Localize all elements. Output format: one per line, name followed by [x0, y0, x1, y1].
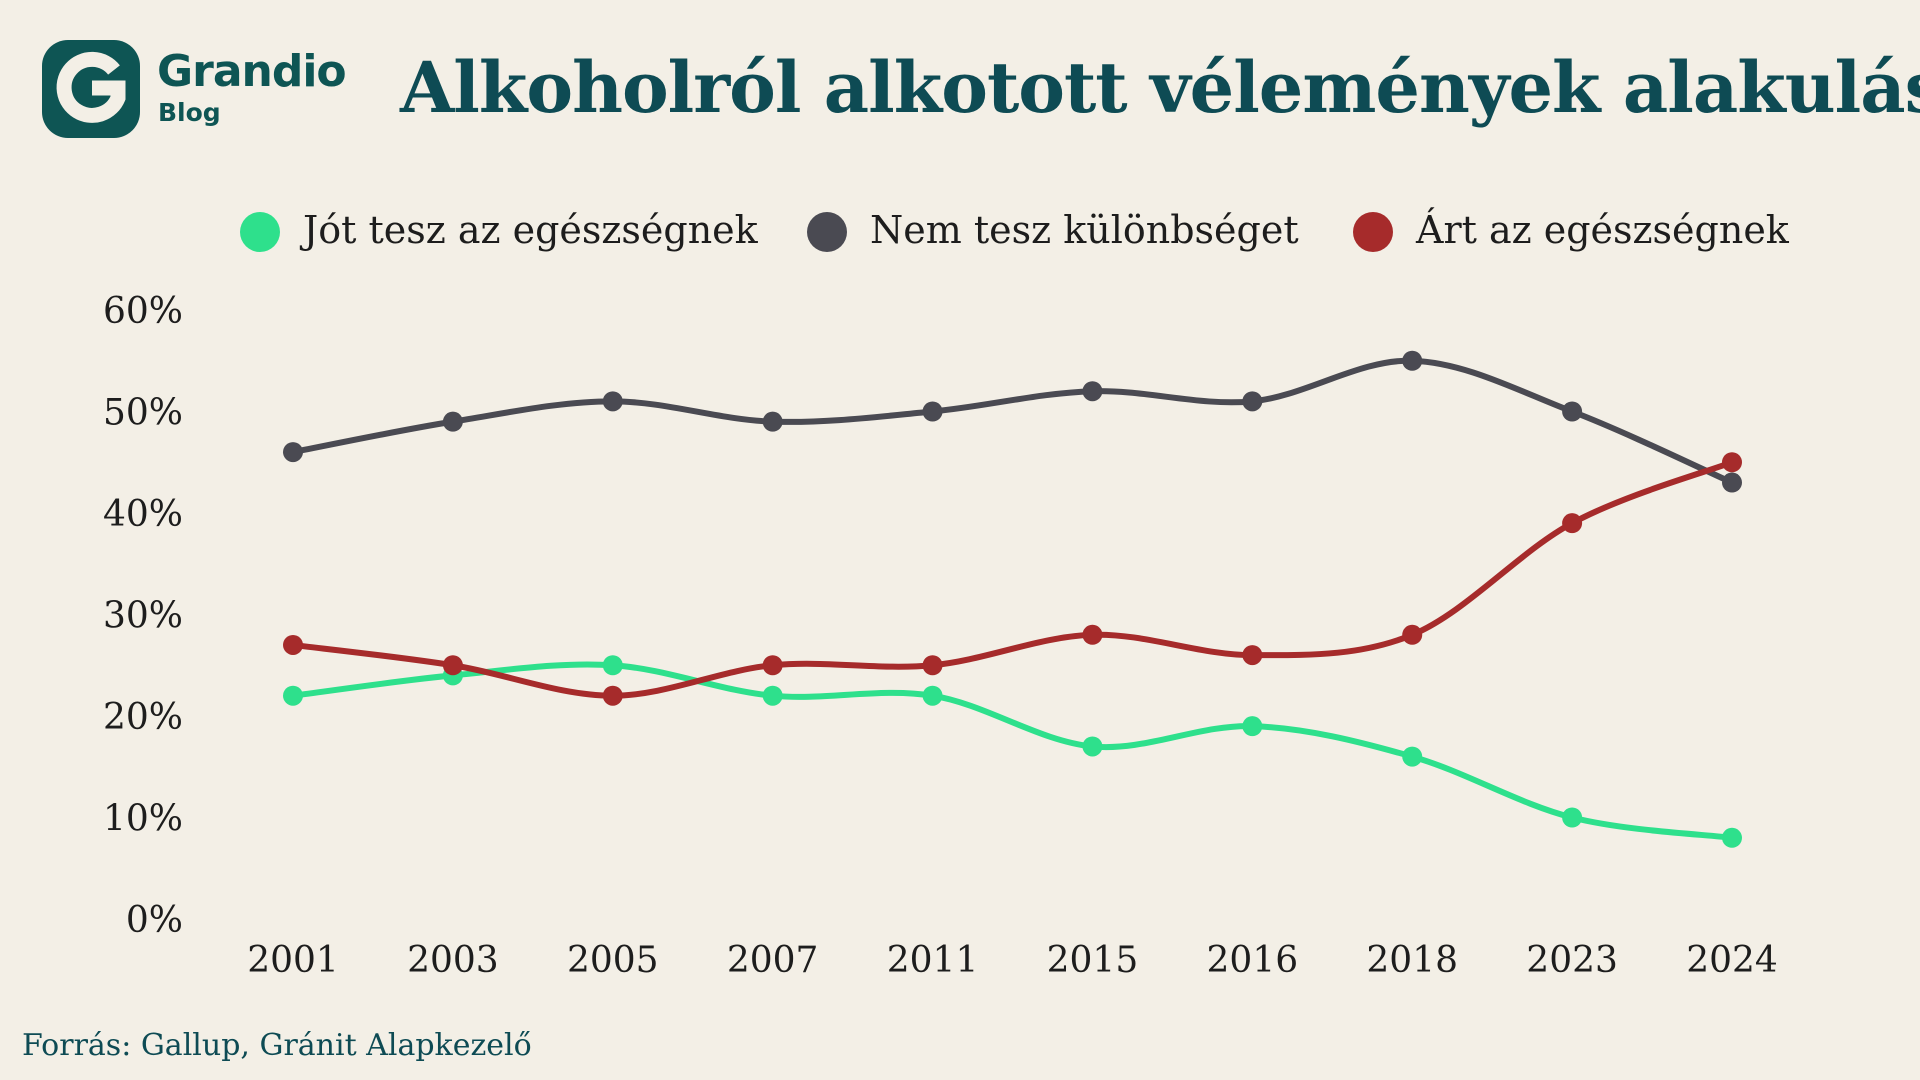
data-point-jot	[1562, 807, 1583, 828]
data-point-jot	[1082, 736, 1103, 757]
data-point-jot	[1402, 746, 1423, 767]
data-point-jot	[283, 685, 303, 706]
data-point-nem	[922, 401, 943, 422]
data-point-art	[1082, 624, 1103, 645]
x-tick-label: 2011	[887, 940, 979, 981]
data-point-art	[762, 655, 783, 676]
x-tick-label: 2003	[407, 940, 499, 981]
x-tick-label: 2005	[567, 940, 659, 981]
data-point-nem	[283, 442, 303, 463]
data-point-art	[602, 685, 623, 706]
y-tick-label: 60%	[103, 291, 183, 332]
y-tick-label: 40%	[103, 494, 183, 535]
data-point-nem	[1082, 381, 1103, 402]
x-tick-label: 2001	[247, 940, 339, 981]
y-tick-label: 20%	[103, 697, 183, 738]
grandio-logo-icon	[42, 40, 140, 138]
legend-label-jot: Jót tesz az egészségnek	[303, 208, 758, 252]
data-point-art	[283, 634, 303, 655]
data-point-art	[1722, 452, 1742, 473]
data-point-jot	[1242, 716, 1263, 737]
data-point-jot	[762, 685, 783, 706]
data-point-art	[922, 655, 943, 676]
data-point-jot	[1722, 827, 1742, 848]
x-tick-label: 2024	[1686, 940, 1778, 981]
data-point-nem	[1562, 401, 1583, 422]
data-point-jot	[922, 685, 943, 706]
y-tick-label: 50%	[103, 393, 183, 434]
legend-label-art: Árt az egészségnek	[1416, 208, 1789, 252]
data-point-nem	[602, 391, 623, 412]
x-tick-label: 2007	[727, 940, 819, 981]
data-point-nem	[762, 411, 783, 432]
source-note: Forrás: Gallup, Gránit Alapkezelő	[22, 1028, 532, 1063]
x-tick-label: 2023	[1526, 940, 1618, 981]
page-title: Alkoholról alkotott vélemények alakulása	[400, 46, 1920, 129]
brand-logo: Grandio Blog	[42, 40, 362, 150]
legend-marker-nem	[807, 212, 847, 252]
data-point-nem	[1722, 472, 1742, 493]
legend-label-nem: Nem tesz különbséget	[870, 208, 1299, 252]
data-point-art	[1242, 645, 1263, 666]
chart-legend: Jót tesz az egészségnek Nem tesz különbs…	[240, 204, 1820, 260]
y-tick-label: 30%	[103, 596, 183, 637]
data-point-art	[442, 655, 463, 676]
data-point-nem	[1242, 391, 1263, 412]
x-tick-label: 2016	[1207, 940, 1299, 981]
data-point-art	[1402, 624, 1423, 645]
data-point-nem	[442, 411, 463, 432]
data-point-jot	[602, 655, 623, 676]
series-line-jot	[290, 661, 1735, 841]
legend-marker-jot	[240, 212, 280, 252]
brand-name: Grandio	[157, 46, 347, 97]
y-tick-label: 10%	[103, 799, 183, 840]
series-line-nem	[290, 357, 1735, 486]
data-point-art	[1562, 513, 1583, 534]
series-line-art	[290, 459, 1735, 699]
brand-sub: Blog	[158, 98, 221, 127]
x-tick-label: 2015	[1047, 940, 1139, 981]
legend-marker-art	[1353, 212, 1393, 252]
data-point-nem	[1402, 350, 1423, 371]
x-tick-label: 2018	[1366, 940, 1458, 981]
y-tick-label: 0%	[126, 900, 183, 941]
